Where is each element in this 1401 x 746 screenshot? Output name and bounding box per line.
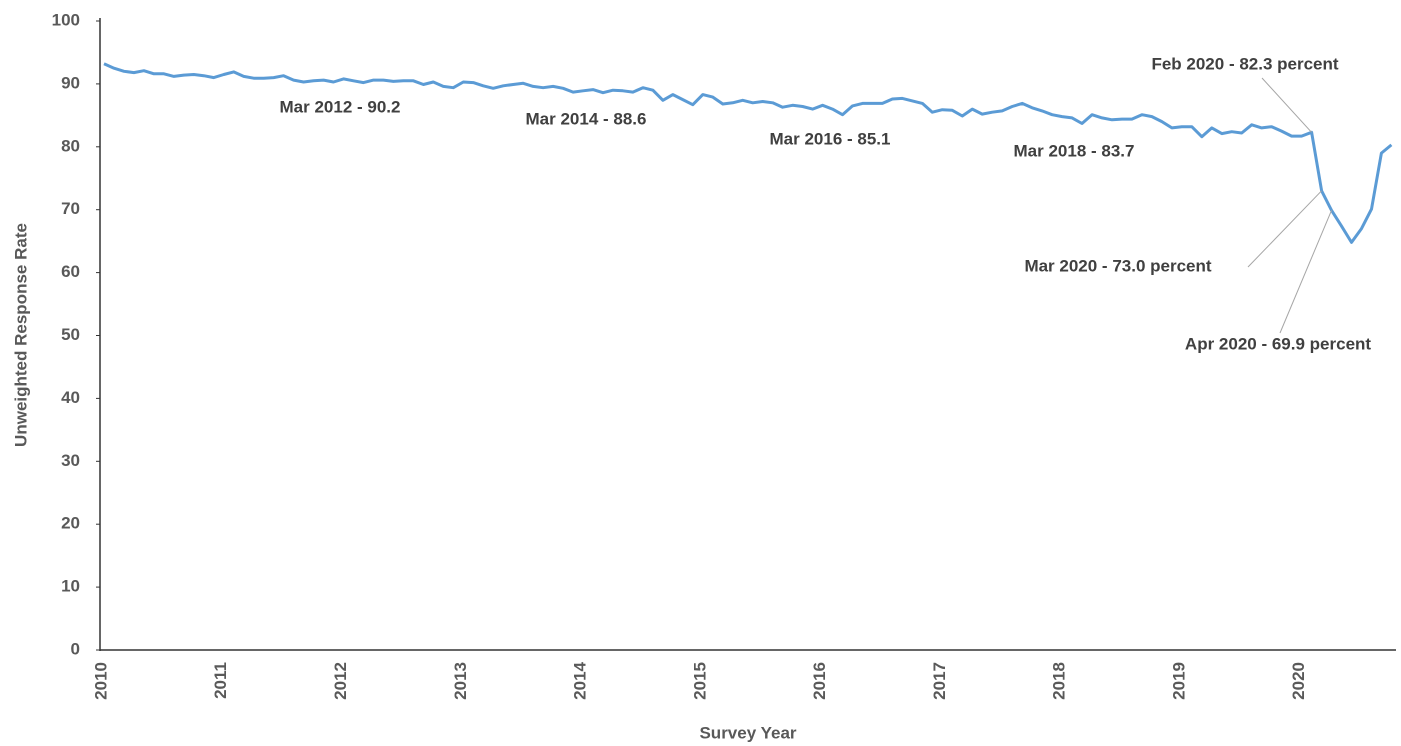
y-tick-label: 70 [61,199,80,218]
y-tick-label: 100 [52,10,80,29]
x-axis-title: Survey Year [699,723,796,742]
data-line [103,62,1393,244]
y-tick-label: 20 [61,514,80,533]
x-tick-label: 2018 [1050,662,1069,700]
y-tick-label: 40 [61,388,80,407]
x-tick-label: 2016 [810,662,829,700]
y-tick-label: 50 [61,325,80,344]
x-tick-label: 2014 [571,661,590,699]
annotation: Mar 2018 - 83.7 [1014,141,1135,160]
x-tick-label: 2010 [91,662,110,700]
y-tick-label: 10 [61,577,80,596]
x-tick-label: 2011 [211,662,230,699]
y-tick-label: 30 [61,451,80,470]
leader-line [1279,210,1333,334]
annotation: Mar 2016 - 85.1 [770,129,891,148]
x-tick-label: 2019 [1169,662,1188,700]
x-tick-label: 2020 [1289,662,1308,700]
leader-line [1247,190,1322,268]
annotation: Mar 2012 - 90.2 [280,97,401,116]
leader-line [1261,77,1312,133]
x-tick-label: 2015 [690,662,709,700]
annotation: Apr 2020 - 69.9 percent [1185,334,1371,353]
annotation: Mar 2020 - 73.0 percent [1024,256,1211,275]
annotation: Feb 2020 - 82.3 percent [1151,54,1338,73]
x-tick-label: 2017 [930,662,949,700]
x-tick-label: 2013 [451,662,470,700]
x-tick-label: 2012 [331,662,350,700]
y-tick-label: 0 [71,639,80,658]
y-tick-label: 60 [61,262,80,281]
annotation: Mar 2014 - 88.6 [526,109,647,128]
y-tick-label: 90 [61,73,80,92]
y-tick-label: 80 [61,136,80,155]
y-axis-title: Unweighted Response Rate [11,223,30,447]
